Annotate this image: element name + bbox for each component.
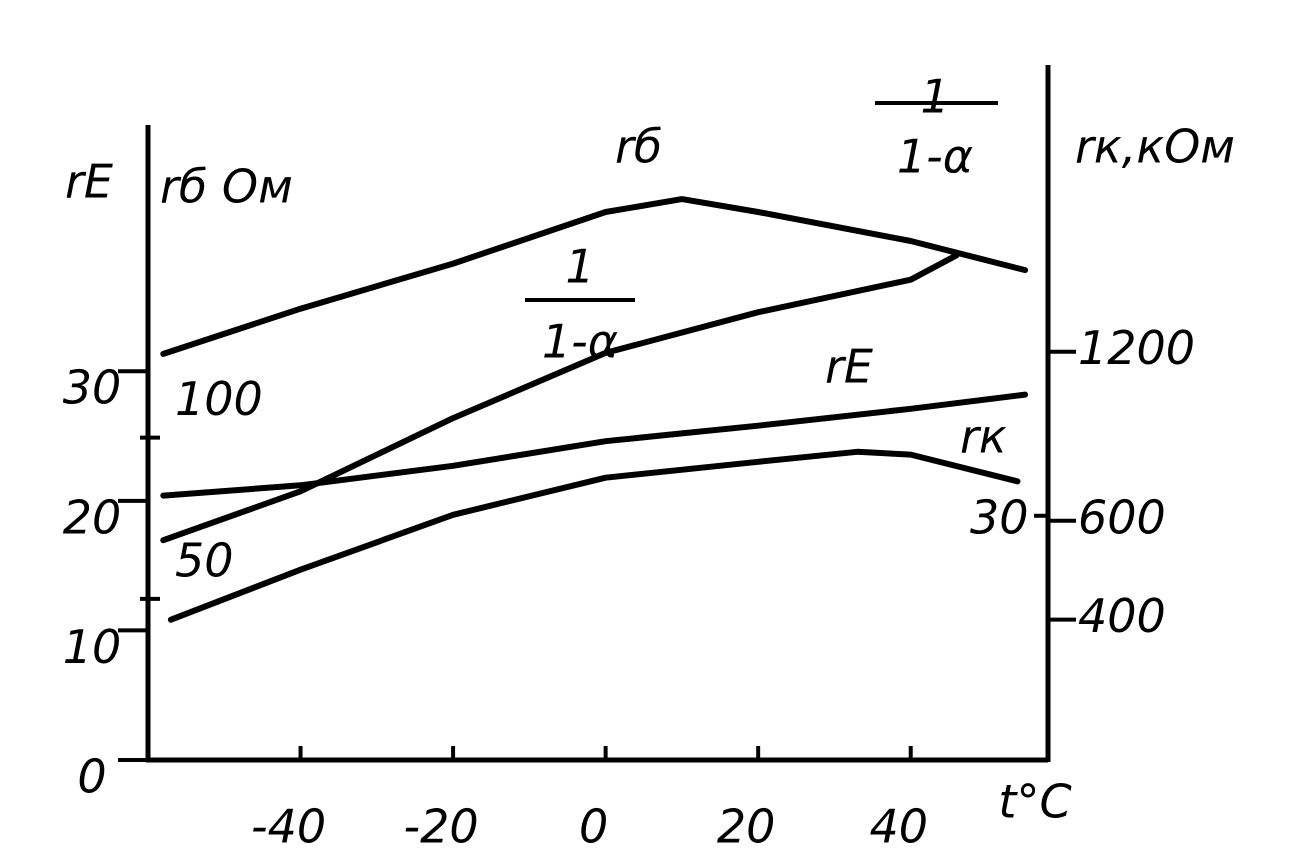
y4-tick-label: 30 [970, 490, 1029, 544]
x-tick-label: 40 [869, 800, 928, 854]
y-tick-label: 0 [77, 750, 106, 804]
y3-axis-title: rб Ом [160, 160, 293, 214]
x-axis-title: t°C [998, 775, 1071, 829]
x-tick-label: 0 [579, 800, 608, 854]
y2-axis-title: rк,кОм [1075, 120, 1235, 174]
y-axis-title: rЕ [65, 155, 113, 209]
y2-tick-label: 400 [1078, 589, 1166, 643]
curve [160, 196, 1029, 357]
x-tick-label: -40 [251, 800, 326, 854]
curve-label-numerator: 1 [565, 240, 594, 294]
y-tick-label: 10 [63, 620, 122, 674]
y2-tick-label: 600 [1078, 490, 1166, 544]
x-tick-label: -20 [404, 800, 479, 854]
curve [167, 448, 1021, 623]
y4-title-denominator: 1-α [897, 130, 973, 184]
y-tick-label: 30 [63, 361, 122, 415]
y4-title-numerator: 1 [920, 70, 949, 124]
y3-tick-label: 50 [175, 533, 234, 587]
curve [160, 391, 1029, 499]
y-tick-label: 20 [63, 490, 122, 544]
curve-label-denominator: 1-α [542, 315, 618, 369]
curve-label: rб [615, 120, 662, 174]
x-tick-label: 20 [717, 800, 776, 854]
curve-label: rк [960, 410, 1007, 464]
y3-tick-label: 100 [175, 372, 263, 426]
curve [160, 252, 960, 544]
curve-label: rЕ [825, 340, 873, 394]
y2-tick-label: 1200 [1078, 321, 1195, 375]
